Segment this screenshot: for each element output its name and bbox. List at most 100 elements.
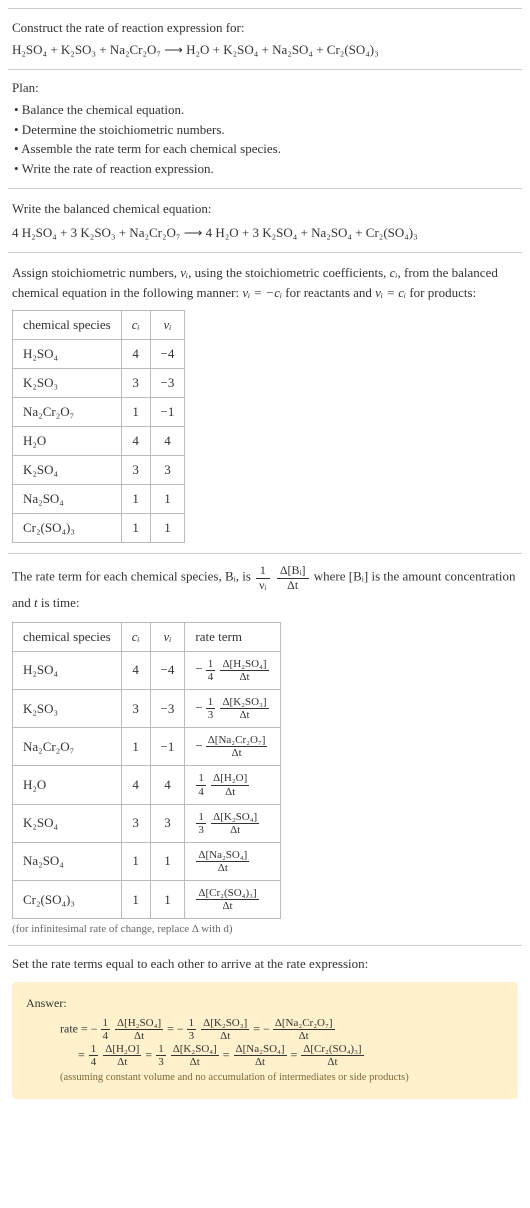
table-header: cᵢ bbox=[121, 622, 150, 651]
table-head-row: chemical speciescᵢνᵢrate term bbox=[13, 622, 281, 651]
plan-item: • Write the rate of reaction expression. bbox=[14, 159, 518, 179]
rate-term-cell: −13 Δ[K₂SO₃]Δt bbox=[185, 690, 280, 728]
table-row: Cr₂(SO₄)₃11Δ[Cr₂(SO₄)₃]Δt bbox=[13, 880, 281, 918]
stoich-rel1: νᵢ = −cᵢ bbox=[242, 285, 282, 300]
fraction: Δ[Na₂Cr₂O₇]Δt bbox=[273, 1017, 335, 1042]
table-row: Na₂Cr₂O₇1−1 bbox=[13, 398, 185, 427]
table-cell: −4 bbox=[150, 340, 185, 369]
table-header: νᵢ bbox=[150, 311, 185, 340]
table-cell: H₂SO₄ bbox=[13, 340, 122, 369]
table-cell: 4 bbox=[121, 766, 150, 804]
rate-text-c: is time: bbox=[38, 595, 80, 610]
rate-section: The rate term for each chemical species,… bbox=[8, 553, 522, 945]
answer-label: Answer: bbox=[26, 994, 504, 1013]
table-row: K₂SO₃3−3−13 Δ[K₂SO₃]Δt bbox=[13, 690, 281, 728]
table-cell: 3 bbox=[150, 456, 185, 485]
stoich-text-e: for products: bbox=[406, 285, 476, 300]
table-cell: 4 bbox=[150, 427, 185, 456]
table-row: Na₂SO₄11Δ[Na₂SO₄]Δt bbox=[13, 842, 281, 880]
table-cell: 1 bbox=[150, 842, 185, 880]
stoich-text-d: for reactants and bbox=[282, 285, 375, 300]
rate-term-cell: Δ[Cr₂(SO₄)₃]Δt bbox=[185, 880, 280, 918]
table-row: H₂SO₄4−4 bbox=[13, 340, 185, 369]
table-cell: 3 bbox=[150, 804, 185, 842]
rate-note: (for infinitesimal rate of change, repla… bbox=[12, 923, 518, 935]
stoich-text-b: , using the stoichiometric coefficients, bbox=[188, 265, 390, 280]
table-cell: −3 bbox=[150, 369, 185, 398]
answer-line-2: = 14 Δ[H₂O]Δt = 13 Δ[K₂SO₄]Δt = Δ[Na₂SO₄… bbox=[26, 1043, 504, 1068]
stoich-rel2: νᵢ = cᵢ bbox=[375, 285, 406, 300]
answer-box: Answer: rate = −14 Δ[H₂SO₄]Δt = −13 Δ[K₂… bbox=[12, 982, 518, 1098]
plan-item: • Balance the chemical equation. bbox=[14, 100, 518, 120]
rate-term-cell: −14 Δ[H₂SO₄]Δt bbox=[185, 651, 280, 689]
table-row: H₂O44 bbox=[13, 427, 185, 456]
table-cell: K₂SO₄ bbox=[13, 456, 122, 485]
rate-frac2: Δ[Bᵢ]Δt bbox=[277, 564, 309, 591]
table-header: νᵢ bbox=[150, 622, 185, 651]
table-cell: 3 bbox=[121, 804, 150, 842]
plan-item: • Assemble the rate term for each chemic… bbox=[14, 139, 518, 159]
rate-term-cell: 14 Δ[H₂O]Δt bbox=[185, 766, 280, 804]
table-cell: 1 bbox=[150, 880, 185, 918]
intro-equation: H₂SO₄ + K₂SO₃ + Na₂Cr₂O₇ ⟶ H₂O + K₂SO₄ +… bbox=[12, 41, 518, 59]
stoich-text: Assign stoichiometric numbers, νᵢ, using… bbox=[12, 263, 518, 302]
balanced-section: Write the balanced chemical equation: 4 … bbox=[8, 188, 522, 252]
stoich-section: Assign stoichiometric numbers, νᵢ, using… bbox=[8, 252, 522, 553]
balanced-lead: Write the balanced chemical equation: bbox=[12, 199, 518, 219]
table-cell: Cr₂(SO₄)₃ bbox=[13, 514, 122, 543]
intro-section: Construct the rate of reaction expressio… bbox=[8, 8, 522, 69]
table-cell: 1 bbox=[121, 398, 150, 427]
fraction: 13 bbox=[187, 1017, 197, 1042]
table-cell: 1 bbox=[121, 485, 150, 514]
intro-lead: Construct the rate of reaction expressio… bbox=[12, 19, 518, 37]
table-row: H₂O4414 Δ[H₂O]Δt bbox=[13, 766, 281, 804]
table-row: Na₂SO₄11 bbox=[13, 485, 185, 514]
table-header: chemical species bbox=[13, 622, 122, 651]
table-cell: Na₂SO₄ bbox=[13, 842, 122, 880]
table-header: cᵢ bbox=[121, 311, 150, 340]
rate-term-cell: Δ[Na₂SO₄]Δt bbox=[185, 842, 280, 880]
fraction: Δ[K₂SO₄]Δt bbox=[211, 811, 259, 836]
table-row: K₂SO₄3313 Δ[K₂SO₄]Δt bbox=[13, 804, 281, 842]
table-cell: H₂SO₄ bbox=[13, 651, 122, 689]
stoich-text-a: Assign stoichiometric numbers, bbox=[12, 265, 180, 280]
plan-item: • Determine the stoichiometric numbers. bbox=[14, 120, 518, 140]
table-cell: 4 bbox=[121, 427, 150, 456]
fraction: Δ[Cr₂(SO₄)₃]Δt bbox=[196, 887, 258, 912]
table-row: Na₂Cr₂O₇1−1−Δ[Na₂Cr₂O₇]Δt bbox=[13, 728, 281, 766]
table-cell: 3 bbox=[121, 456, 150, 485]
table-cell: K₂SO₃ bbox=[13, 690, 122, 728]
fraction: Δ[H₂O]Δt bbox=[211, 772, 249, 797]
table-cell: Cr₂(SO₄)₃ bbox=[13, 880, 122, 918]
fraction: 13 bbox=[156, 1043, 166, 1068]
table-cell: 1 bbox=[150, 485, 185, 514]
rate-term-cell: −Δ[Na₂Cr₂O₇]Δt bbox=[185, 728, 280, 766]
table-cell: 1 bbox=[121, 514, 150, 543]
rate-word: rate = bbox=[60, 1022, 91, 1036]
table-head-row: chemical speciescᵢνᵢ bbox=[13, 311, 185, 340]
table-cell: Na₂Cr₂O₇ bbox=[13, 398, 122, 427]
table-row: K₂SO₄33 bbox=[13, 456, 185, 485]
fraction: 14 bbox=[89, 1043, 99, 1068]
table-cell: H₂O bbox=[13, 766, 122, 804]
rate-term-cell: 13 Δ[K₂SO₄]Δt bbox=[185, 804, 280, 842]
table-row: H₂SO₄4−4−14 Δ[H₂SO₄]Δt bbox=[13, 651, 281, 689]
table-row: K₂SO₃3−3 bbox=[13, 369, 185, 398]
rate-text: The rate term for each chemical species,… bbox=[12, 564, 518, 613]
nu-i: νᵢ bbox=[180, 265, 188, 280]
fraction: Δ[Na₂Cr₂O₇]Δt bbox=[206, 734, 268, 759]
plan-title: Plan: bbox=[12, 80, 518, 96]
fraction: Δ[Na₂SO₄]Δt bbox=[234, 1043, 287, 1068]
table-cell: −3 bbox=[150, 690, 185, 728]
answer-section: Answer: rate = −14 Δ[H₂SO₄]Δt = −13 Δ[K₂… bbox=[8, 982, 522, 1108]
table-cell: Na₂Cr₂O₇ bbox=[13, 728, 122, 766]
table-header: rate term bbox=[185, 622, 280, 651]
stoich-table: chemical speciescᵢνᵢ H₂SO₄4−4K₂SO₃3−3Na₂… bbox=[12, 310, 185, 543]
fraction: 13 bbox=[196, 811, 206, 836]
table-cell: 3 bbox=[121, 369, 150, 398]
final-section: Set the rate terms equal to each other t… bbox=[8, 945, 522, 982]
fraction: Δ[H₂SO₄]Δt bbox=[220, 658, 268, 683]
table-cell: 3 bbox=[121, 690, 150, 728]
table-cell: −4 bbox=[150, 651, 185, 689]
answer-note: (assuming constant volume and no accumul… bbox=[26, 1070, 504, 1087]
